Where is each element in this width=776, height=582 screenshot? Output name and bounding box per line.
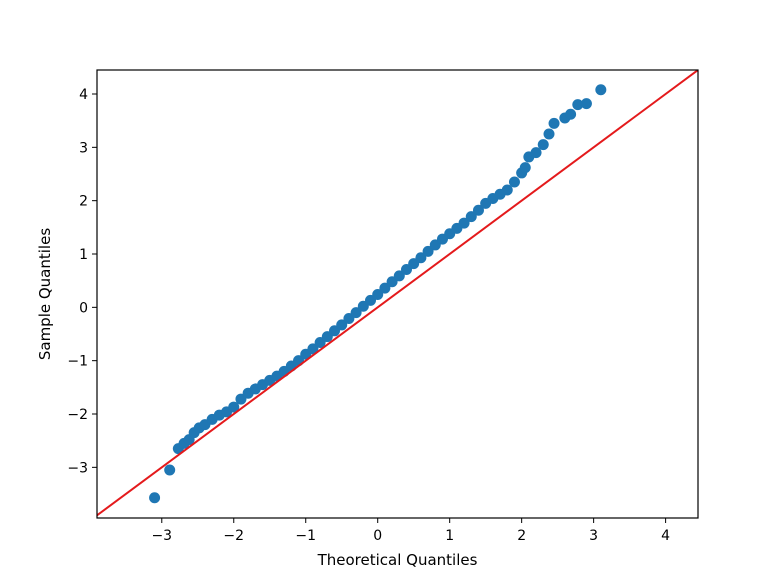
data-point xyxy=(501,184,513,196)
x-tick-label: 1 xyxy=(445,528,454,544)
data-point xyxy=(164,464,176,476)
x-axis: −3 −2 −1 0 1 2 3 4 xyxy=(151,518,670,544)
x-tick-label: −3 xyxy=(151,528,172,544)
data-point xyxy=(422,245,434,257)
reference-line xyxy=(97,70,698,517)
y-tick-label: −3 xyxy=(67,460,88,476)
data-point xyxy=(393,270,405,282)
reference-line-layer xyxy=(97,70,698,517)
y-tick-label: 1 xyxy=(79,247,88,263)
x-tick-label: 3 xyxy=(589,528,598,544)
data-point xyxy=(572,99,584,111)
data-point xyxy=(472,204,484,216)
y-tick-label: 4 xyxy=(79,87,88,103)
y-tick-label: −1 xyxy=(67,354,88,370)
data-point xyxy=(548,117,560,129)
y-axis: −3 −2 −1 0 1 2 3 4 xyxy=(67,87,97,476)
data-point xyxy=(149,492,161,504)
data-point xyxy=(580,98,592,110)
data-point xyxy=(565,108,577,120)
data-point xyxy=(307,343,319,355)
data-point xyxy=(336,319,348,331)
data-point xyxy=(595,84,607,96)
data-point xyxy=(530,147,542,159)
x-tick-label: 2 xyxy=(517,528,526,544)
data-point xyxy=(415,252,427,264)
data-point xyxy=(228,401,240,413)
data-point xyxy=(350,307,362,319)
x-tick-label: 0 xyxy=(373,528,382,544)
data-point xyxy=(508,176,520,188)
y-tick-label: 0 xyxy=(79,300,88,316)
y-tick-label: −2 xyxy=(67,407,88,423)
data-point xyxy=(372,289,384,301)
points-layer xyxy=(149,84,607,504)
x-axis-label: Theoretical Quantiles xyxy=(317,551,478,569)
data-point xyxy=(537,139,549,151)
data-point xyxy=(543,128,555,140)
x-tick-label: −2 xyxy=(223,528,244,544)
y-tick-label: 2 xyxy=(79,194,88,210)
y-tick-label: 3 xyxy=(79,140,88,156)
y-axis-label: Sample Quantiles xyxy=(36,228,54,360)
x-tick-label: 4 xyxy=(661,528,670,544)
data-point xyxy=(458,217,470,229)
data-point xyxy=(519,162,531,174)
plot-frame xyxy=(96,69,699,519)
data-point xyxy=(465,211,477,223)
data-point xyxy=(379,282,391,294)
x-tick-label: −1 xyxy=(295,528,316,544)
